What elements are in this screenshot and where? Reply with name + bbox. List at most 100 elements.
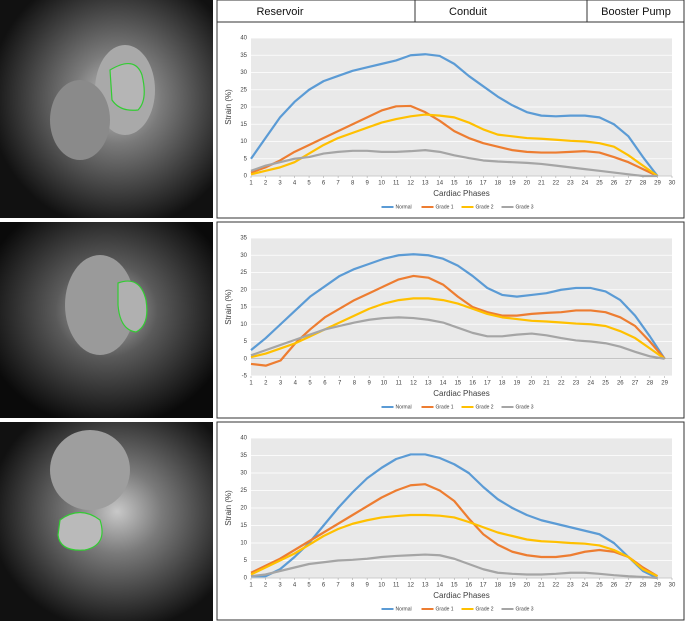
- x-tick-label: 16: [469, 381, 476, 387]
- x-tick-label: 25: [596, 583, 603, 589]
- y-tick-label: 25: [240, 488, 247, 494]
- x-tick-label: 27: [632, 381, 639, 387]
- series-line: [250, 483, 659, 578]
- x-tick-label: 9: [365, 181, 369, 187]
- x-tick-label: 13: [422, 181, 429, 187]
- x-tick-label: 29: [654, 181, 661, 187]
- y-tick-label: 35: [240, 236, 247, 242]
- x-tick-label: 19: [509, 583, 516, 589]
- y-tick-label: 0: [244, 174, 248, 180]
- legend-label: Grade 3: [516, 204, 534, 210]
- x-tick-label: 28: [640, 583, 647, 589]
- x-tick-label: 10: [378, 181, 385, 187]
- x-tick-label: 8: [353, 381, 357, 387]
- x-tick-label: 7: [336, 583, 340, 589]
- x-tick-label: 3: [279, 381, 283, 387]
- x-tick-label: 21: [538, 181, 545, 187]
- x-tick-label: 19: [509, 181, 516, 187]
- series-line: [250, 274, 666, 367]
- y-tick-label: 25: [240, 270, 247, 276]
- series-line: [250, 253, 666, 360]
- x-tick-label: 9: [365, 583, 369, 589]
- y-tick-label: 20: [240, 287, 247, 293]
- x-tick-label: 14: [436, 181, 443, 187]
- y-tick-label: 30: [240, 70, 247, 76]
- legend-label: Grade 2: [476, 404, 494, 410]
- x-tick-label: 6: [322, 583, 326, 589]
- y-tick-label: 15: [240, 523, 247, 529]
- y-tick-label: 5: [244, 339, 248, 345]
- x-tick-label: 22: [553, 181, 560, 187]
- x-tick-label: 27: [625, 583, 632, 589]
- x-tick-label: 2: [264, 583, 268, 589]
- x-axis-label: Cardiac Phases: [433, 189, 489, 198]
- y-tick-label: 40: [240, 436, 247, 442]
- y-tick-label: 20: [240, 105, 247, 111]
- legend-label: Grade 2: [476, 204, 494, 210]
- x-tick-label: 16: [465, 583, 472, 589]
- y-tick-label: 15: [240, 305, 247, 311]
- mri-image: [0, 222, 213, 418]
- x-tick-label: 4: [293, 583, 297, 589]
- x-tick-label: 16: [465, 181, 472, 187]
- x-tick-label: 17: [480, 181, 487, 187]
- x-tick-label: 24: [587, 381, 594, 387]
- x-tick-label: 5: [308, 381, 312, 387]
- y-axis-label: Strain (%): [224, 89, 233, 125]
- x-tick-label: 11: [396, 381, 403, 387]
- legend-label: Normal: [396, 204, 412, 210]
- x-tick-label: 29: [661, 381, 668, 387]
- x-tick-label: 24: [582, 181, 589, 187]
- x-tick-label: 20: [528, 381, 535, 387]
- x-tick-label: 2: [264, 381, 268, 387]
- y-tick-label: 20: [240, 506, 247, 512]
- x-tick-label: 5: [307, 583, 311, 589]
- series-line: [250, 53, 659, 177]
- x-tick-label: 20: [523, 181, 530, 187]
- x-tick-label: 1: [249, 583, 253, 589]
- legend-label: Grade 1: [436, 204, 454, 210]
- y-axis-label: Strain (%): [224, 289, 233, 325]
- x-tick-label: 7: [336, 181, 340, 187]
- legend-label: Normal: [396, 606, 412, 612]
- y-tick-label: 30: [240, 471, 247, 477]
- legend-label: Grade 3: [516, 606, 534, 612]
- x-tick-label: 29: [654, 583, 661, 589]
- legend-label: Grade 3: [516, 404, 534, 410]
- x-tick-label: 8: [351, 181, 355, 187]
- y-tick-label: 10: [240, 139, 247, 145]
- x-tick-label: 9: [368, 381, 372, 387]
- x-tick-label: 4: [294, 381, 298, 387]
- x-tick-label: 6: [322, 181, 326, 187]
- x-tick-label: 26: [611, 583, 618, 589]
- x-tick-label: 22: [553, 583, 560, 589]
- legend-label: Normal: [396, 404, 412, 410]
- x-tick-label: 25: [602, 381, 609, 387]
- x-tick-label: 26: [617, 381, 624, 387]
- x-tick-label: 7: [338, 381, 342, 387]
- y-tick-label: 5: [244, 558, 248, 564]
- y-axis-label: Strain (%): [224, 490, 233, 526]
- x-tick-label: 12: [407, 181, 414, 187]
- y-tick-label: 10: [240, 322, 247, 328]
- x-tick-label: 15: [451, 583, 458, 589]
- legend-label: Grade 1: [436, 404, 454, 410]
- y-tick-label: 25: [240, 87, 247, 93]
- x-tick-label: 15: [451, 181, 458, 187]
- x-tick-label: 28: [640, 181, 647, 187]
- y-tick-label: -5: [242, 374, 248, 380]
- legend-label: Grade 1: [436, 606, 454, 612]
- x-tick-label: 12: [407, 583, 414, 589]
- x-tick-label: 14: [440, 381, 447, 387]
- y-tick-label: 0: [244, 576, 248, 582]
- header-cell: Booster Pump: [601, 6, 671, 18]
- y-tick-label: 35: [240, 53, 247, 59]
- x-tick-label: 23: [567, 583, 574, 589]
- x-tick-label: 6: [323, 381, 327, 387]
- x-tick-label: 1: [249, 381, 253, 387]
- y-tick-label: 30: [240, 253, 247, 259]
- x-tick-label: 12: [410, 381, 417, 387]
- x-tick-label: 3: [278, 181, 282, 187]
- x-tick-label: 10: [378, 583, 385, 589]
